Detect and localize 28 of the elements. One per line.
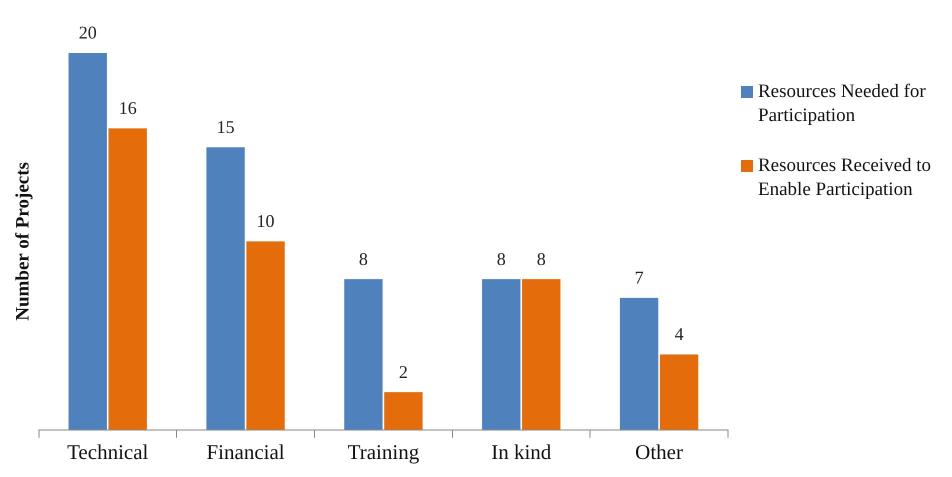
data-label: 20	[78, 22, 97, 43]
data-label: 8	[496, 248, 506, 269]
data-label: 15	[216, 116, 235, 137]
bar	[620, 298, 658, 430]
data-label: 7	[634, 268, 644, 288]
x-tick-label: Training	[348, 440, 420, 464]
data-label: 16	[118, 98, 137, 118]
bar	[246, 241, 285, 430]
x-tick-label: Technical	[67, 440, 149, 464]
bar	[384, 392, 423, 430]
data-label: 2	[398, 362, 408, 382]
x-tick-label: In kind	[491, 440, 552, 464]
bar	[344, 279, 383, 430]
legend-label: Resources Needed for Participation	[758, 80, 927, 128]
data-label: 4	[674, 324, 684, 344]
bar	[68, 53, 107, 430]
bar	[482, 279, 520, 430]
data-label: 8	[358, 248, 368, 269]
data-label: 10	[256, 211, 275, 232]
y-axis-title: Number of Projects	[12, 162, 34, 321]
bar	[108, 128, 147, 430]
x-tick-label: Other	[635, 440, 683, 464]
data-label: 8	[536, 248, 546, 269]
bar	[522, 279, 560, 430]
x-tick-label: Financial	[206, 440, 285, 464]
legend-label: Resources Received to Enable Participation	[758, 154, 932, 202]
bar	[660, 354, 698, 430]
bar	[206, 147, 245, 430]
